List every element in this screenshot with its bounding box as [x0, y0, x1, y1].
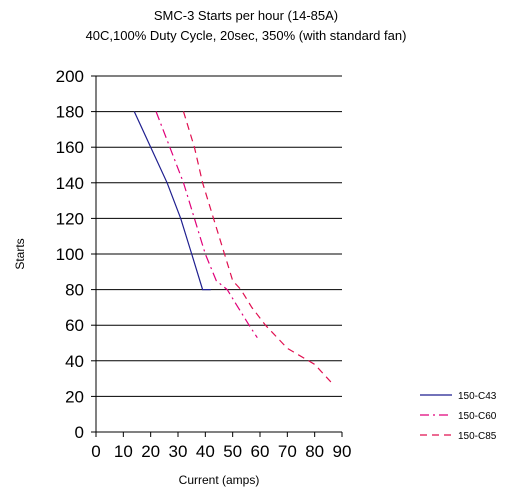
chart-title: SMC-3 Starts per hour (14-85A)	[154, 8, 338, 23]
tick-labels: 0 20 40 60 80 100 120 140 160 180 200 0 10 20 30 40 50 60…	[56, 67, 352, 461]
series-line-150-C60	[155, 111, 258, 339]
x-tick-label: 60	[251, 442, 270, 461]
legend-label: 150-C60	[458, 411, 497, 422]
gridlines	[96, 75, 342, 397]
axes	[91, 75, 343, 437]
y-axis-label: Starts	[13, 238, 27, 269]
x-tick-label: 20	[141, 442, 160, 461]
series-line-150-C43	[133, 111, 211, 291]
x-tick-label: 30	[169, 442, 188, 461]
y-tick-label: 180	[56, 103, 84, 122]
x-tick-label: 90	[333, 442, 352, 461]
x-axis-label: Current (amps)	[179, 473, 260, 487]
chart-subtitle: 40C,100% Duty Cycle, 20sec, 350% (with s…	[86, 28, 407, 43]
x-tick-label: 70	[278, 442, 297, 461]
x-tick-label: 80	[305, 442, 324, 461]
y-tick-label: 160	[56, 138, 84, 157]
y-tick-label: 80	[65, 281, 84, 300]
y-tick-label: 120	[56, 209, 84, 228]
x-tick-label: 50	[223, 442, 242, 461]
y-tick-label: 0	[75, 423, 84, 442]
legend-label: 150-C43	[458, 391, 497, 402]
y-tick-label: 200	[56, 67, 84, 86]
x-tick-label: 10	[114, 442, 133, 461]
y-tick-label: 40	[65, 352, 84, 371]
legend: 150-C43 150-C60 150-C85	[420, 391, 497, 442]
y-tick-label: 140	[56, 174, 84, 193]
series-lines	[133, 111, 332, 383]
y-tick-label: 20	[65, 387, 84, 406]
x-tick-label: 40	[196, 442, 215, 461]
series-line-150-C85	[182, 111, 332, 383]
x-tick-label: 0	[91, 442, 100, 461]
y-tick-label: 60	[65, 316, 84, 335]
y-tick-label: 100	[56, 245, 84, 264]
legend-label: 150-C85	[458, 431, 497, 442]
